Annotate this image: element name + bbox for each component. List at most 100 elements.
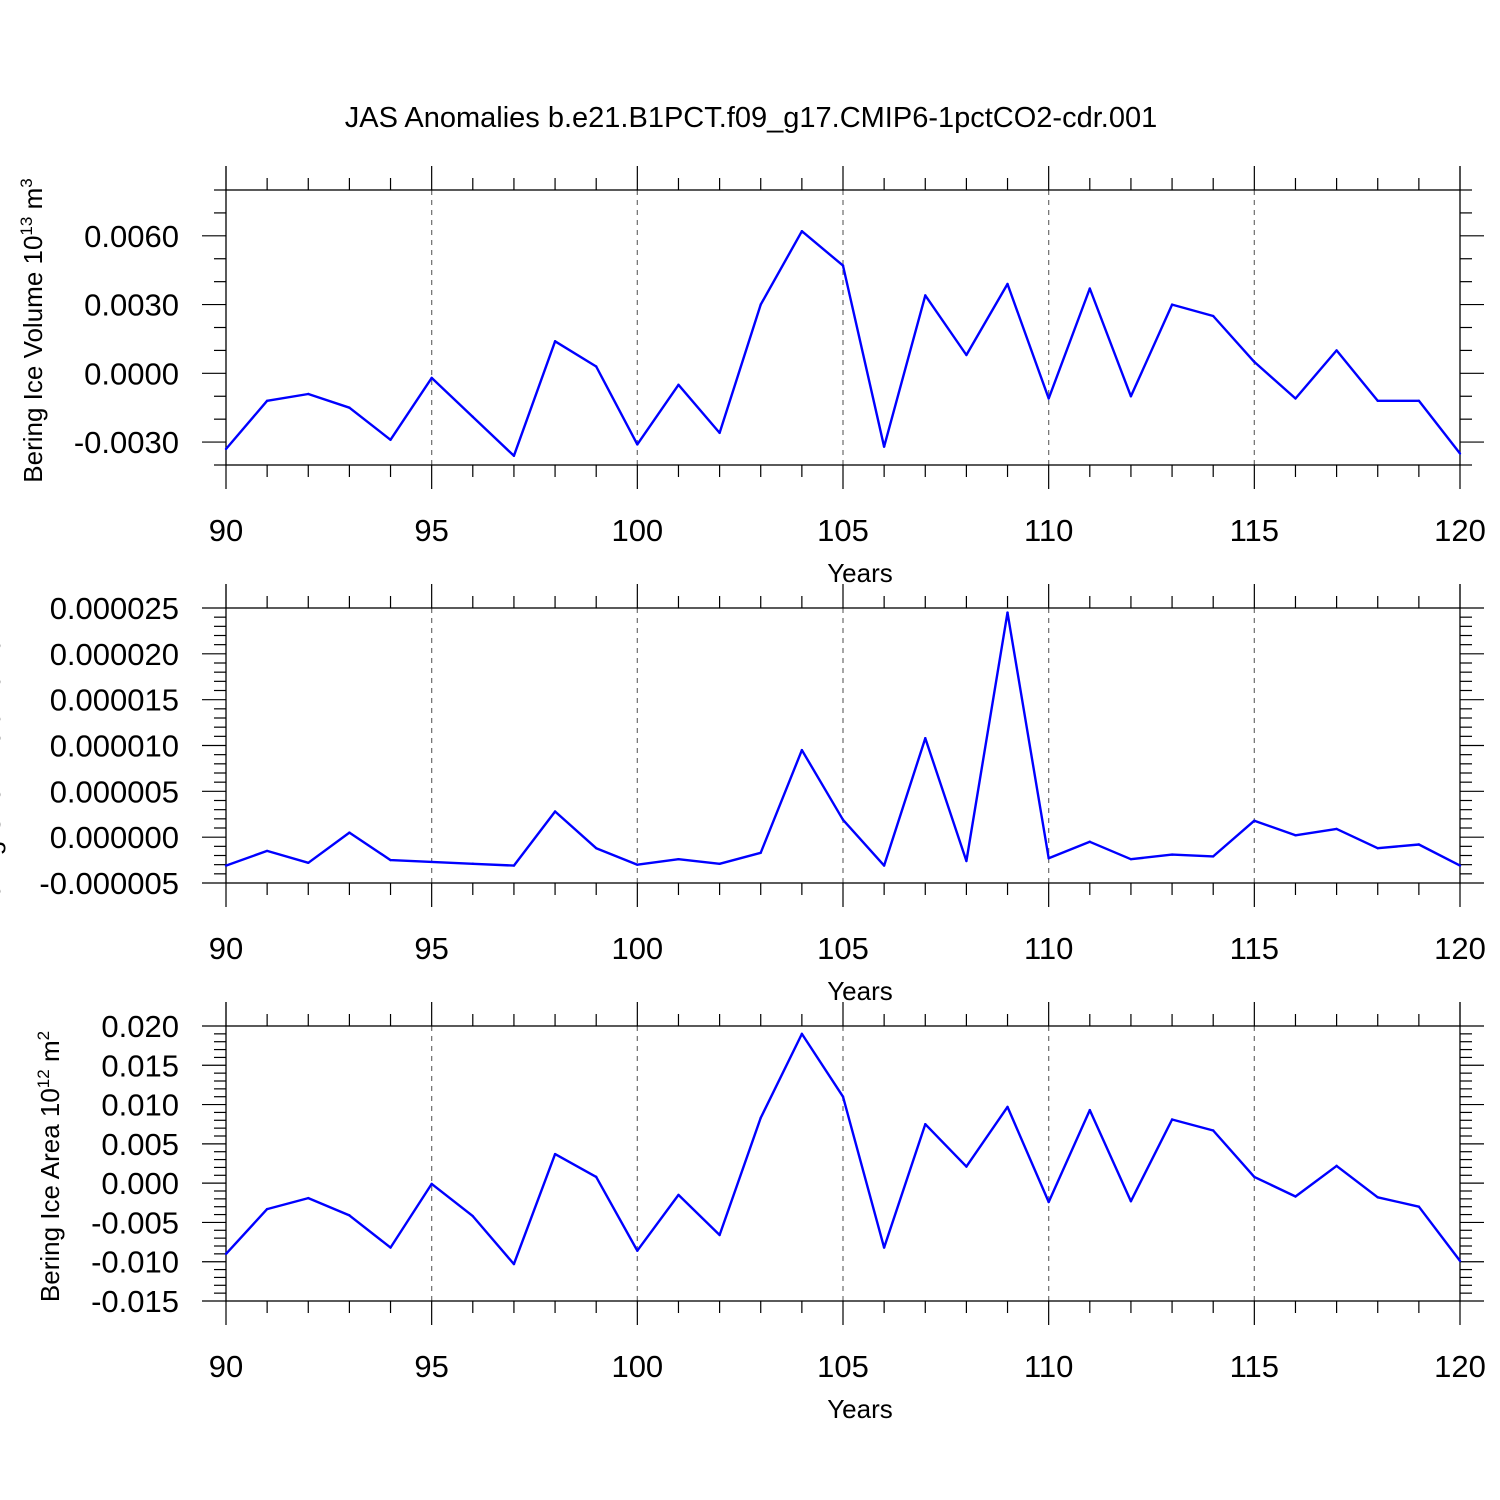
data-point — [348, 831, 351, 834]
data-point — [595, 846, 598, 850]
data-point — [307, 861, 310, 865]
data-point — [924, 736, 927, 740]
data-point — [1458, 864, 1462, 867]
data-point — [1006, 282, 1009, 286]
data-point — [430, 1182, 433, 1186]
x-tick-label: 100 — [611, 513, 663, 548]
data-point — [1294, 397, 1297, 400]
chart-title: JAS Anomalies b.e21.B1PCT.f09_g17.CMIP6-… — [345, 102, 1157, 134]
x-tick-label: 100 — [611, 1349, 663, 1384]
data-point — [882, 1246, 886, 1249]
x-tick-label: 115 — [1230, 1349, 1279, 1384]
data-point — [636, 443, 639, 446]
data-point — [882, 864, 886, 867]
y-tick-label: 0.015 — [101, 1048, 179, 1083]
x-tick-label: 100 — [611, 931, 663, 966]
data-point — [800, 748, 804, 752]
data-point — [595, 1175, 598, 1179]
data-point — [1170, 303, 1174, 306]
y-tick-label: 0.010 — [101, 1088, 179, 1123]
data-point — [430, 376, 433, 380]
data-point — [1088, 840, 1092, 843]
data-point — [759, 1116, 762, 1120]
data-point — [800, 230, 804, 233]
data-point — [1376, 846, 1379, 850]
data-point — [224, 1252, 228, 1256]
data-point — [1047, 1200, 1050, 1204]
x-tick-label: 105 — [817, 513, 869, 548]
data-point — [265, 399, 269, 403]
y-axis-title-unit: m — [35, 1040, 65, 1069]
x-tick-label: 120 — [1434, 1349, 1486, 1384]
x-axis-title: Years — [827, 1394, 893, 1424]
data-point — [1294, 834, 1297, 837]
x-axis-title: Years — [827, 976, 893, 1006]
data-point — [1458, 1259, 1462, 1263]
y-tick-label: 0.0030 — [84, 288, 179, 323]
data-point — [718, 1233, 721, 1237]
data-point — [1212, 314, 1215, 318]
data-point — [224, 864, 228, 867]
data-point — [1335, 349, 1338, 352]
data-point — [1335, 1164, 1338, 1168]
data-point — [841, 818, 845, 821]
panel-1: 90 95 100 105 110 115 120 -0.0030 0.0000 0.0030 0.… — [17, 166, 1486, 588]
data-point — [595, 365, 598, 368]
data-point — [759, 851, 762, 854]
panels: 90 95 100 105 110 115 120 -0.0030 0.0000 0.0030 0.… — [0, 166, 1486, 1424]
x-tick-label: 110 — [1024, 513, 1073, 548]
data-point — [1047, 397, 1050, 400]
y-axis-title: Bering Ice Volume 1013 m3 — [17, 178, 48, 482]
data-point — [1212, 1129, 1215, 1132]
panel-3: 90 95 100 105 110 115 120 -0.015 -0.010 -0.005 0.0… — [34, 1002, 1486, 1424]
y-axis-title: Bering Ice Area 1012 m2 — [34, 1031, 65, 1302]
data-point — [677, 1193, 680, 1197]
data-point — [1417, 843, 1421, 846]
data-point — [471, 862, 474, 865]
data-point — [1212, 855, 1215, 858]
data-point — [1006, 1105, 1009, 1109]
data-point — [307, 1196, 310, 1200]
x-tick-label: 90 — [209, 513, 243, 548]
x-tick-label: 120 — [1434, 513, 1486, 548]
y-tick-label: 0.000000 — [50, 820, 179, 855]
data-point — [1129, 1200, 1133, 1203]
data-point — [841, 1095, 845, 1098]
y-axis-title-unit: m — [18, 188, 48, 217]
data-point — [924, 1123, 927, 1126]
data-point — [800, 1032, 804, 1036]
data-point — [1253, 819, 1256, 822]
data-point — [389, 438, 392, 441]
x-tick-label: 90 — [209, 1349, 243, 1384]
x-axis-title: Years — [827, 558, 893, 588]
data-point — [553, 340, 557, 343]
data-point — [512, 864, 516, 867]
data-point — [553, 1152, 557, 1156]
data-point — [389, 1246, 392, 1249]
y-tick-label: 0.0000 — [84, 356, 179, 391]
y-tick-label: -0.015 — [91, 1284, 179, 1319]
data-point — [1253, 360, 1256, 364]
x-tick-label: 110 — [1024, 1349, 1073, 1384]
data-point — [965, 353, 968, 357]
y-axis-title-unit: m — [0, 591, 6, 620]
data-point — [1294, 1195, 1297, 1198]
y-axis-title-exponent: 12 — [34, 1069, 53, 1088]
y-axis-title-exponent: 13 — [17, 217, 36, 236]
x-tick-label: 95 — [414, 513, 448, 548]
data-point — [636, 863, 639, 866]
data-point — [841, 264, 845, 267]
data-point — [1376, 1196, 1379, 1199]
y-tick-label: 0.000020 — [50, 637, 179, 672]
x-tick-label: 115 — [1230, 931, 1279, 966]
data-point — [1253, 1175, 1256, 1179]
y-tick-label: 0.020 — [101, 1009, 179, 1044]
data-point — [882, 445, 886, 448]
data-point — [224, 447, 228, 451]
x-tick-label: 95 — [414, 931, 448, 966]
x-tick-label: 95 — [414, 1349, 448, 1384]
y-tick-label: 0.0060 — [84, 219, 179, 254]
x-tick-label: 90 — [209, 931, 243, 966]
data-point — [965, 859, 968, 863]
